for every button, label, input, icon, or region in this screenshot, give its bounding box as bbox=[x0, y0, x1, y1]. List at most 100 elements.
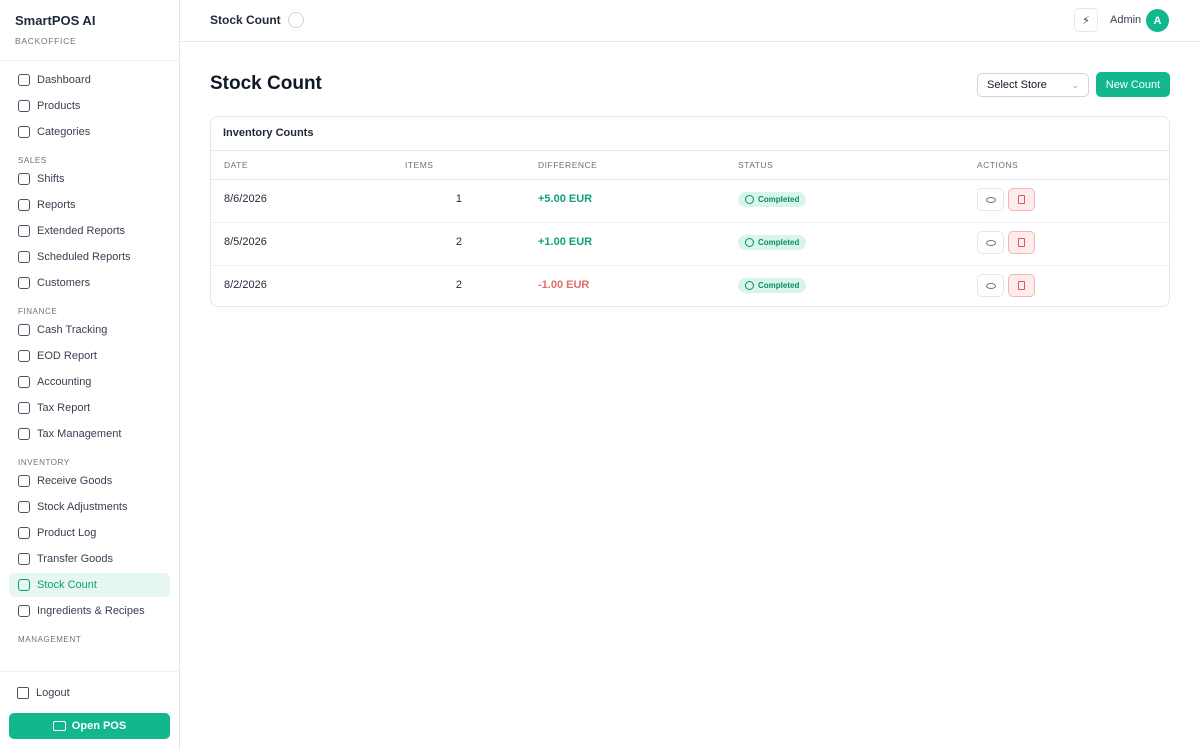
nav-icon bbox=[18, 126, 30, 138]
nav-item[interactable]: Tax Report bbox=[9, 396, 170, 420]
date-cell: 8/6/2026 bbox=[224, 193, 267, 205]
nav-item[interactable]: Scheduled Reports bbox=[9, 245, 170, 269]
nav-item[interactable]: Reports bbox=[9, 193, 170, 217]
nav-label: Categories bbox=[37, 126, 91, 138]
nav-label: Extended Reports bbox=[37, 225, 126, 237]
nav-label: Stock Count bbox=[37, 579, 97, 591]
delete-icon bbox=[1018, 195, 1025, 204]
sidebar: SmartPOS AI BACKOFFICE Logout Open POS D… bbox=[0, 0, 180, 750]
nav-label: Products bbox=[37, 100, 81, 112]
date-cell: 8/5/2026 bbox=[224, 236, 267, 248]
nav-item[interactable]: Customers bbox=[9, 271, 170, 295]
nav-icon bbox=[18, 428, 30, 440]
quick-action-button[interactable]: ⚡︎ bbox=[1074, 8, 1098, 32]
nav-item[interactable]: Shifts bbox=[9, 167, 170, 191]
delete-icon bbox=[1018, 281, 1025, 290]
section-title: MANAGEMENT bbox=[18, 635, 82, 644]
nav-item[interactable]: EOD Report bbox=[9, 344, 170, 368]
nav-item[interactable]: Transfer Goods bbox=[9, 547, 170, 571]
section-title: FINANCE bbox=[18, 307, 58, 316]
divider bbox=[0, 671, 179, 672]
nav-item[interactable]: Stock Adjustments bbox=[9, 495, 170, 519]
avatar-letter: A bbox=[1153, 14, 1162, 27]
column-header: ITEMS bbox=[405, 160, 434, 170]
nav-label: EOD Report bbox=[37, 350, 97, 362]
user-name: Admin bbox=[1110, 14, 1142, 26]
nav-icon bbox=[18, 501, 30, 513]
section-title: SALES bbox=[18, 156, 47, 165]
nav-item[interactable]: Cash Tracking bbox=[9, 318, 170, 342]
inventory-card: Inventory Counts DATE ITEMS DIFFERENCE STAT… bbox=[210, 116, 1170, 307]
view-icon bbox=[985, 196, 996, 203]
view-icon bbox=[985, 239, 996, 246]
nav-label: Cash Tracking bbox=[37, 324, 108, 336]
view-icon bbox=[985, 282, 996, 289]
store-select[interactable]: Select Store ⌄ bbox=[977, 73, 1089, 97]
status-badge: Completed bbox=[738, 278, 807, 293]
page-title: Stock Count bbox=[210, 73, 322, 94]
nav-item[interactable]: Categories bbox=[9, 120, 170, 144]
column-header: DIFFERENCE bbox=[538, 160, 598, 170]
nav-icon bbox=[18, 350, 30, 362]
nav-item[interactable]: Accounting bbox=[9, 370, 170, 394]
nav-label: Tax Report bbox=[37, 402, 91, 414]
status-badge: Completed bbox=[738, 192, 807, 207]
nav-item[interactable]: Extended Reports bbox=[9, 219, 170, 243]
nav-label: Reports bbox=[37, 199, 76, 211]
column-header: ACTIONS bbox=[977, 160, 1019, 170]
column-header: DATE bbox=[224, 160, 249, 170]
nav-icon bbox=[18, 225, 30, 237]
nav-icon bbox=[18, 173, 30, 185]
delete-button[interactable] bbox=[1008, 231, 1035, 254]
items-cell: 2 bbox=[455, 236, 462, 248]
nav-item[interactable]: Stock Count bbox=[9, 573, 170, 597]
nav-item[interactable]: Product Log bbox=[9, 521, 170, 545]
view-button[interactable] bbox=[977, 231, 1004, 254]
items-cell: 1 bbox=[455, 193, 462, 205]
row-divider bbox=[211, 265, 1169, 266]
logout[interactable]: Logout bbox=[8, 681, 169, 705]
nav-label: Shifts bbox=[37, 173, 65, 185]
nav-item[interactable]: Receive Goods bbox=[9, 469, 170, 493]
new-count-button[interactable]: New Count bbox=[1096, 72, 1170, 97]
new-count-label: New Count bbox=[1105, 78, 1161, 91]
header-border bbox=[180, 41, 1200, 42]
view-button[interactable] bbox=[977, 188, 1004, 211]
help-icon[interactable] bbox=[288, 12, 304, 28]
avatar[interactable]: A bbox=[1146, 9, 1169, 32]
date-cell: 8/2/2026 bbox=[224, 279, 267, 291]
header-title: Stock Count bbox=[210, 13, 281, 27]
nav-icon bbox=[18, 74, 30, 86]
nav-item[interactable]: Ingredients & Recipes bbox=[9, 599, 170, 623]
nav-icon bbox=[18, 251, 30, 263]
section-title: INVENTORY bbox=[18, 458, 70, 467]
nav-icon bbox=[18, 324, 30, 336]
brand-subtitle: BACKOFFICE bbox=[15, 36, 77, 46]
brand: SmartPOS AI bbox=[15, 13, 96, 28]
difference-cell: +5.00 EUR bbox=[538, 193, 593, 205]
divider bbox=[211, 150, 1169, 151]
nav-icon bbox=[18, 376, 30, 388]
nav-label: Product Log bbox=[37, 527, 97, 539]
delete-button[interactable] bbox=[1008, 188, 1035, 211]
items-cell: 2 bbox=[455, 279, 462, 291]
nav-item[interactable]: Dashboard bbox=[9, 68, 170, 92]
nav-label: Ingredients & Recipes bbox=[37, 605, 145, 617]
nav-item[interactable]: Tax Management bbox=[9, 422, 170, 446]
difference-cell: +1.00 EUR bbox=[538, 236, 593, 248]
nav-label: Dashboard bbox=[37, 74, 91, 86]
open-pos-button[interactable]: Open POS bbox=[9, 713, 170, 739]
nav-icon bbox=[18, 605, 30, 617]
delete-button[interactable] bbox=[1008, 274, 1035, 297]
nav-icon bbox=[18, 402, 30, 414]
nav-label: Tax Management bbox=[37, 428, 122, 440]
view-button[interactable] bbox=[977, 274, 1004, 297]
nav-icon bbox=[18, 553, 30, 565]
logout-label: Logout bbox=[36, 687, 70, 699]
difference-cell: -1.00 EUR bbox=[538, 279, 590, 291]
nav-label: Transfer Goods bbox=[37, 553, 114, 565]
nav-item[interactable]: Products bbox=[9, 94, 170, 118]
nav-label: Stock Adjustments bbox=[37, 501, 128, 513]
